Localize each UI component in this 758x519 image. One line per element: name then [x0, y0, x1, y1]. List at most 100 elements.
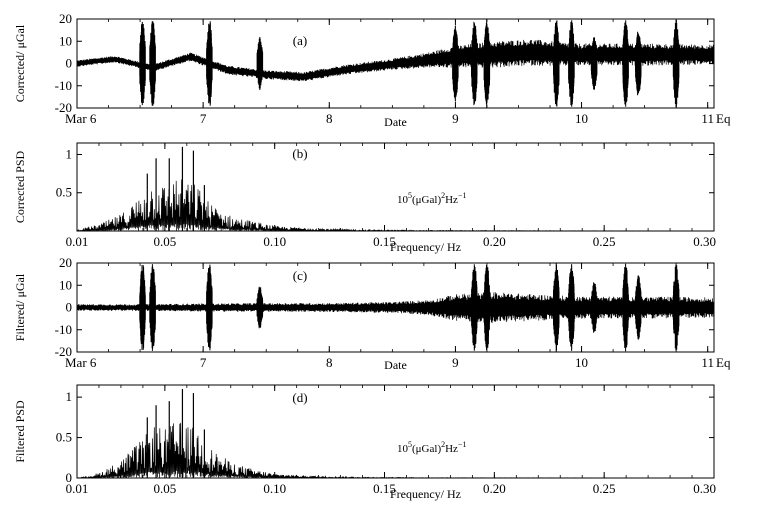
unit-note-part: 2: [441, 440, 445, 449]
series-trace-b: [77, 146, 714, 231]
unit-note-part: 5: [408, 440, 412, 449]
burst-mark: [256, 286, 264, 329]
y-tick-label: -10: [55, 322, 72, 337]
y-tick-label: 10: [59, 33, 72, 48]
y-tick-label: -20: [55, 100, 72, 115]
x-tick-label: 0.25: [593, 234, 616, 249]
unit-note-part: −1: [458, 440, 467, 449]
panel-label: (a): [293, 33, 307, 48]
x-end-label: Eq: [716, 111, 731, 126]
plot-frame: [76, 142, 715, 232]
unit-note-part: (μGal): [412, 194, 441, 206]
x-tick-label: 0.20: [483, 481, 506, 496]
burst-mark: [483, 19, 491, 108]
burst-mark: [139, 21, 146, 106]
y-tick-label: 0.5: [56, 430, 72, 445]
burst-mark: [206, 21, 213, 106]
unit-note-part: (μGal): [412, 443, 441, 455]
x-tick-label: 0.05: [153, 234, 176, 249]
x-axis-label: Frequency/ Hz: [390, 487, 461, 501]
x-tick-label: 8: [326, 355, 333, 370]
burst-mark: [149, 21, 156, 106]
series-line: [77, 422, 714, 478]
burst-mark: [256, 37, 264, 90]
x-tick-label: 0.15: [373, 234, 396, 249]
x-tick-label: 10: [575, 111, 588, 126]
x-tick-label: 0.20: [483, 234, 506, 249]
y-tick-label: 20: [59, 255, 72, 270]
unit-note: 105(μGal)2Hz−1: [397, 191, 466, 206]
x-tick-label: 9: [452, 355, 459, 370]
burst-mark: [139, 265, 146, 350]
burst-mark: [622, 263, 629, 352]
burst-mark: [553, 263, 560, 352]
y-tick-label: 0: [66, 56, 73, 71]
x-tick-label: Mar 6: [65, 111, 97, 126]
panel-label: (c): [293, 268, 307, 283]
burst-mark: [483, 264, 491, 351]
x-tick-label: 8: [326, 111, 333, 126]
x-tick-label: 9: [452, 111, 459, 126]
y-axis-label: Filtered PSD: [13, 400, 27, 463]
plot-frame: [76, 384, 715, 479]
panel-label: (d): [292, 390, 307, 405]
x-tick-label: 7: [200, 111, 207, 126]
burst-mark: [635, 275, 642, 340]
y-tick-label: 10: [59, 277, 72, 292]
burst-mark: [553, 20, 560, 107]
burst-mark: [672, 264, 680, 351]
y-tick-label: -20: [55, 344, 72, 359]
x-tick-label: 0.01: [66, 234, 89, 249]
unit-note-part: −1: [458, 191, 467, 200]
y-tick-label: 20: [59, 11, 72, 26]
x-tick-label: 11: [701, 111, 714, 126]
panel-b: 1 0.5 0.01 0.05 0.10 0.15 0.20 0.25 0.30 Frequenc…: [13, 142, 716, 254]
unit-note-part: 5: [408, 191, 412, 200]
panel-d: 1 0.5 00.01 0.05 0.10 0.15 0.20 0.25 0.30 Frequen…: [13, 384, 716, 501]
burst-mark: [568, 20, 575, 107]
burst-mark: [149, 264, 156, 351]
burst-mark: [471, 264, 478, 351]
y-axis-label: Corrected/ μGal: [13, 24, 27, 102]
series-trace-d: [77, 389, 714, 478]
burst-mark: [568, 264, 575, 351]
burst-mark: [471, 21, 478, 106]
unit-note: 105(μGal)2Hz−1: [397, 440, 466, 455]
x-axis-label: Frequency/ Hz: [390, 240, 461, 254]
unit-note-part: Hz: [445, 443, 458, 455]
y-axis-label: Filtered/ μGal: [13, 273, 27, 341]
y-tick-label: 1: [66, 389, 73, 404]
series-trace-c: [77, 263, 714, 352]
x-tick-label: 0.10: [263, 234, 286, 249]
unit-note-part: Hz: [445, 194, 458, 206]
y-tick-label: 1: [66, 146, 73, 161]
burst-mark: [452, 25, 459, 102]
x-end-label: Eq: [716, 355, 731, 370]
x-tick-label: 0.15: [373, 481, 396, 496]
series-line: [77, 292, 714, 324]
y-tick-label: -10: [55, 78, 72, 93]
panel-label: (b): [292, 146, 307, 161]
y-tick-label: 0: [66, 470, 73, 485]
x-tick-label: 10: [575, 355, 588, 370]
burst-mark: [635, 31, 642, 96]
burst-mark: [206, 264, 213, 351]
x-tick-label: Mar 6: [65, 355, 97, 370]
burst-mark: [672, 19, 680, 108]
x-tick-label: 0.25: [593, 481, 616, 496]
y-tick-label: 0.5: [56, 185, 72, 200]
x-tick-label: 0.10: [263, 481, 286, 496]
x-tick-label: 0.01: [66, 481, 89, 496]
series-trace-a: [77, 19, 714, 108]
unit-note-part: 10: [397, 194, 409, 206]
x-tick-label: 0.05: [153, 481, 176, 496]
x-axis-label: Date: [384, 115, 407, 129]
series-line: [77, 179, 714, 231]
burst-mark: [590, 282, 598, 333]
x-axis-label: Date: [384, 358, 407, 372]
unit-note-part: 10: [397, 443, 409, 455]
x-tick-label: 11: [701, 355, 714, 370]
